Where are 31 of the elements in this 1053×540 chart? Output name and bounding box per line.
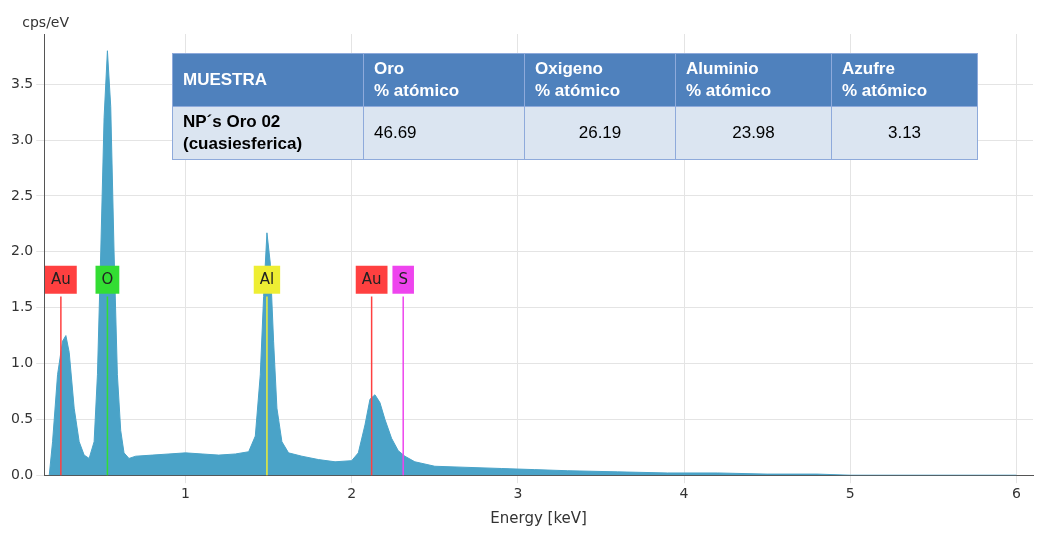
y-tick-label: 0.0	[11, 465, 34, 482]
x-tick-label: 5	[845, 485, 855, 502]
y-tick-label: 1.5	[11, 298, 34, 315]
annotation: Oro % atómico	[363, 53, 525, 107]
annotation: 23.98	[675, 106, 832, 160]
annotation: 26.19	[524, 106, 676, 160]
annotation: 3.13	[831, 106, 978, 160]
x-tick-label: 3	[513, 485, 523, 502]
y-tick-label: 3.0	[11, 130, 34, 147]
ref-line-label: Au	[50, 269, 71, 288]
annotation: Azufre % atómico	[831, 53, 978, 107]
x-tick-label: 1	[181, 485, 190, 502]
y-tick-label: 3.5	[11, 74, 34, 91]
y-tick-label: 0.5	[11, 409, 34, 426]
annotation: Aluminio % atómico	[675, 53, 832, 107]
annotation: 46.69	[363, 106, 525, 160]
annotation: NP´s Oro 02 (cuasiesferica)	[172, 106, 364, 160]
annotation: Oxigeno % atómico	[524, 53, 676, 107]
x-tick-label: 4	[679, 485, 689, 502]
annotation: MUESTRA	[172, 53, 364, 107]
y-axis-title: cps/eV	[22, 13, 70, 30]
ref-line-label: Au	[361, 269, 382, 288]
ref-line-label: Al	[259, 269, 275, 288]
y-tick-label: 1.0	[11, 354, 34, 371]
y-tick-label: 2.0	[11, 242, 34, 259]
x-tick-label: 6	[1011, 485, 1021, 502]
ref-line-label: O	[101, 269, 114, 288]
x-axis-title: Energy [keV]	[490, 508, 587, 527]
ref-line-label: S	[398, 269, 408, 288]
x-tick-label: 2	[347, 485, 357, 502]
y-tick-label: 2.5	[11, 186, 34, 203]
